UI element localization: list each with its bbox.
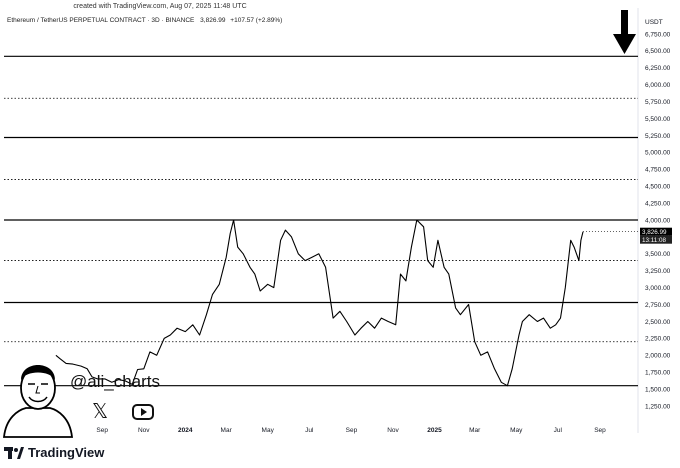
x-tick-label: Sep: [594, 427, 606, 434]
last-price-label: 3,826.99: [642, 229, 667, 236]
x-tick-label: Sep: [346, 427, 358, 434]
y-tick-label: 3,000.00: [645, 285, 671, 292]
y-tick-label: 4,250.00: [645, 200, 671, 207]
x-tick-label: Jul: [305, 427, 314, 434]
last-price-label-bg: [640, 227, 672, 236]
y-tick-label: 2,500.00: [645, 319, 671, 326]
currency-label: USDT: [645, 19, 663, 26]
y-tick-label: 3,250.00: [645, 268, 671, 275]
countdown-label-bg: [640, 235, 672, 244]
symbol-title: Ethereum / TetherUS PERPETUAL CONTRACT ·…: [7, 17, 195, 24]
last-price-text: 3,826.99: [200, 17, 226, 24]
y-tick-label: 6,750.00: [645, 31, 671, 38]
created-with-caption: created with TradingView.com, Aug 07, 20…: [73, 3, 247, 10]
y-tick-label: 6,250.00: [645, 65, 671, 72]
y-tick-label: 4,500.00: [645, 183, 671, 190]
x-tick-label: Sep: [96, 427, 108, 434]
y-tick-label: 3,500.00: [645, 251, 671, 258]
y-tick-label: 1,750.00: [645, 369, 671, 376]
y-tick-label: 2,750.00: [645, 302, 671, 309]
x-tick-label: Mar: [469, 427, 481, 434]
social-links: 𝕏: [92, 401, 155, 423]
x-icon[interactable]: 𝕏: [92, 401, 109, 423]
y-tick-label: 2,250.00: [645, 336, 671, 343]
y-tick-label: 5,250.00: [645, 133, 671, 140]
youtube-icon[interactable]: [132, 404, 155, 420]
avatar-illustration: [2, 365, 74, 438]
y-tick-label: 6,000.00: [645, 82, 671, 89]
y-tick-label: 5,000.00: [645, 150, 671, 157]
tradingview-logo-icon: [4, 446, 24, 459]
price-line-series: [55, 219, 584, 387]
x-tick-label: May: [262, 427, 275, 434]
y-tick-label: 5,500.00: [645, 116, 671, 123]
x-tick-label: 2024: [178, 427, 193, 434]
x-tick-label: Mar: [221, 427, 233, 434]
x-tick-label: May: [510, 427, 523, 434]
y-tick-label: 1,250.00: [645, 403, 671, 410]
x-tick-label: Nov: [138, 427, 150, 434]
price-change-text: +107.57 (+2.89%): [230, 17, 283, 24]
footer-brand-text: TradingView: [28, 445, 105, 460]
y-tick-label: 4,750.00: [645, 167, 671, 174]
symbol-info: Ethereum / TetherUS PERPETUAL CONTRACT ·…: [7, 17, 282, 24]
y-tick-label: 1,500.00: [645, 386, 671, 393]
x-tick-label: Nov: [387, 427, 399, 434]
y-tick-label: 6,500.00: [645, 48, 671, 55]
down-arrow-icon: [613, 10, 636, 54]
countdown-label: 13:11:08: [642, 237, 667, 244]
y-tick-label: 4,000.00: [645, 217, 671, 224]
tradingview-logo[interactable]: TradingView: [4, 445, 104, 460]
author-handle: @ali_charts: [70, 372, 161, 391]
x-tick-label: Jul: [554, 427, 563, 434]
y-tick-label: 5,750.00: [645, 99, 671, 106]
x-tick-label: 2025: [427, 427, 442, 434]
y-tick-label: 2,000.00: [645, 353, 671, 360]
